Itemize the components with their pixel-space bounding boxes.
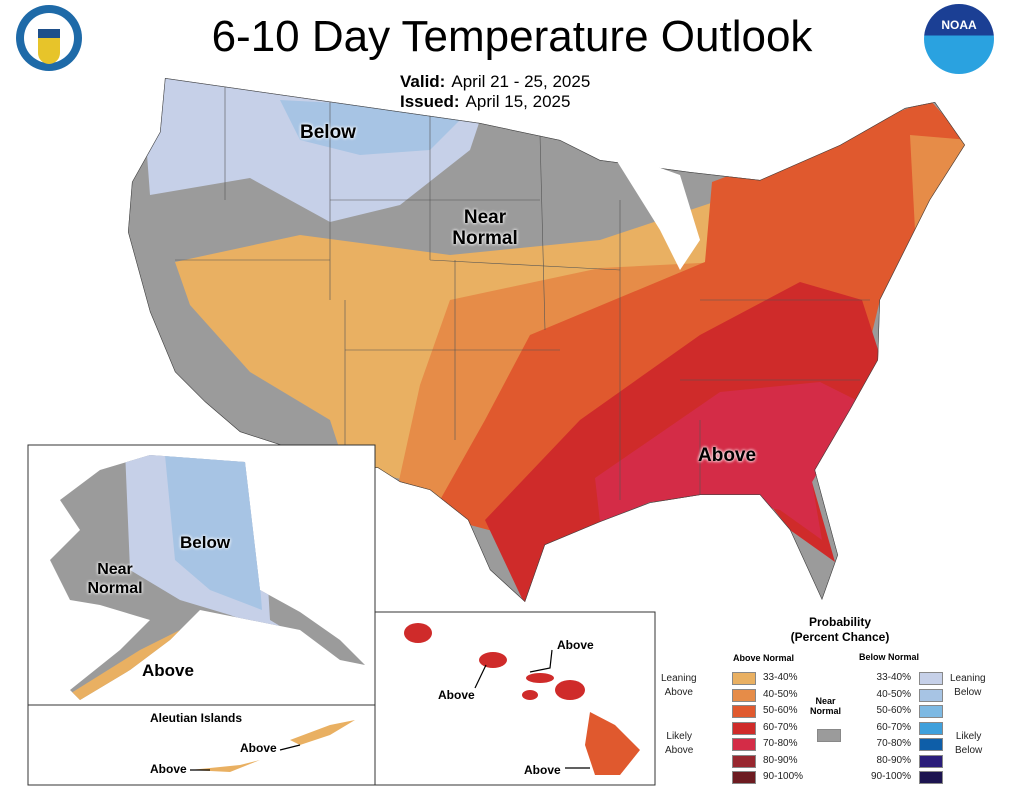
label-line: Likely (955, 731, 982, 742)
conus-below-label: Below (300, 122, 356, 143)
hawaii-above-label: Above (524, 763, 561, 777)
below-range-label: 50-60% (876, 705, 911, 716)
above-range-label: 33-40% (763, 672, 798, 683)
below-swatch (919, 754, 943, 768)
below-normal-header: Below Normal (859, 652, 920, 662)
above-swatch (732, 738, 756, 751)
below-range-label: 33-40% (876, 672, 911, 683)
below-swatch (919, 705, 943, 718)
label-line: Above (665, 745, 694, 756)
likely-above-label: Likely Above (665, 730, 693, 758)
above-swatch (732, 705, 756, 718)
issued-date: Issued: April 15, 2025 (400, 92, 570, 112)
aleutian-above-label: Above (240, 741, 277, 755)
near-normal-swatch (817, 729, 841, 742)
conus-above-label: Above (698, 445, 757, 466)
below-swatch (919, 738, 943, 751)
above-70-80-region (595, 382, 860, 540)
label-line: Near (815, 696, 836, 706)
issued-label: Issued: (400, 92, 460, 111)
label-line: Near (97, 561, 133, 578)
below-range-label: 60-70% (876, 721, 911, 733)
conus-near-normal-label: Near Normal (445, 207, 525, 249)
probability-legend: Probability (Percent Chance) Above Norma… (655, 612, 1024, 791)
hawaii-islands (404, 623, 640, 775)
valid-value: April 21 - 25, 2025 (451, 72, 591, 91)
alaska-above-label: Above (142, 661, 194, 680)
label-line: Below (954, 687, 982, 698)
label-line: Normal (452, 228, 518, 249)
state-borders (175, 80, 870, 500)
above-swatch (732, 721, 756, 735)
alaska-below-label: Below (180, 533, 231, 552)
label-line: Normal (87, 580, 143, 597)
commerce-seal-logo (16, 5, 82, 71)
below-range-label: 90-100% (870, 771, 911, 782)
legend-subtitle: (Percent Chance) (790, 630, 890, 644)
likely-below-label: Likely Below (955, 730, 982, 758)
above-swatch (732, 672, 756, 685)
below-range-label: 40-50% (876, 688, 911, 700)
aleutian-above-label: Above (150, 762, 187, 776)
aleutian-islands-above (190, 720, 355, 772)
above-range-label: 40-50% (763, 688, 798, 700)
above-40-50-northeast-region (910, 135, 965, 230)
below-swatch (919, 721, 943, 735)
above-normal-header: Above Normal (733, 653, 795, 663)
valid-dates: Valid: April 21 - 25, 2025 (400, 72, 590, 92)
above-range-label: 90-100% (763, 771, 804, 782)
below-swatch (919, 672, 943, 685)
label-line: Near (463, 207, 507, 228)
label-line: Below (955, 745, 983, 756)
label-line: Likely (666, 731, 692, 742)
above-range-label: 70-80% (763, 738, 798, 749)
great-lakes (610, 150, 700, 270)
hawaii-above-label: Above (557, 638, 594, 652)
above-swatch (732, 771, 756, 784)
valid-label: Valid: (400, 72, 446, 91)
above-range-label: 60-70% (763, 721, 798, 733)
above-swatch (732, 754, 756, 768)
page-title: 6-10 Day Temperature Outlook (211, 12, 813, 61)
near-normal-legend-label: Near Normal (810, 696, 841, 716)
below-range-label: 80-90% (876, 754, 911, 766)
label-line: Normal (810, 706, 842, 716)
above-range-label: 80-90% (763, 754, 798, 766)
below-swatch (919, 688, 943, 702)
noaa-logo-text: NOAA (941, 18, 977, 32)
aleutian-title: Aleutian Islands (150, 711, 243, 725)
label-line: Leaning (661, 673, 697, 684)
leaning-below-label: Leaning Below (950, 672, 986, 700)
alaska-near-normal-label: Near Normal (85, 560, 145, 598)
hawaii-above-label: Above (438, 688, 475, 702)
below-swatch (919, 771, 943, 784)
label-line: Leaning (950, 673, 986, 684)
noaa-logo: NOAA (924, 4, 994, 74)
leaning-above-label: Leaning Above (661, 672, 697, 700)
legend-title: Probability (808, 615, 871, 629)
above-swatch (732, 688, 756, 702)
below-range-label: 70-80% (876, 738, 911, 749)
label-line: Above (664, 687, 693, 698)
issued-value: April 15, 2025 (465, 92, 571, 111)
aleutian-inset (27, 704, 376, 786)
above-range-label: 50-60% (763, 705, 798, 716)
